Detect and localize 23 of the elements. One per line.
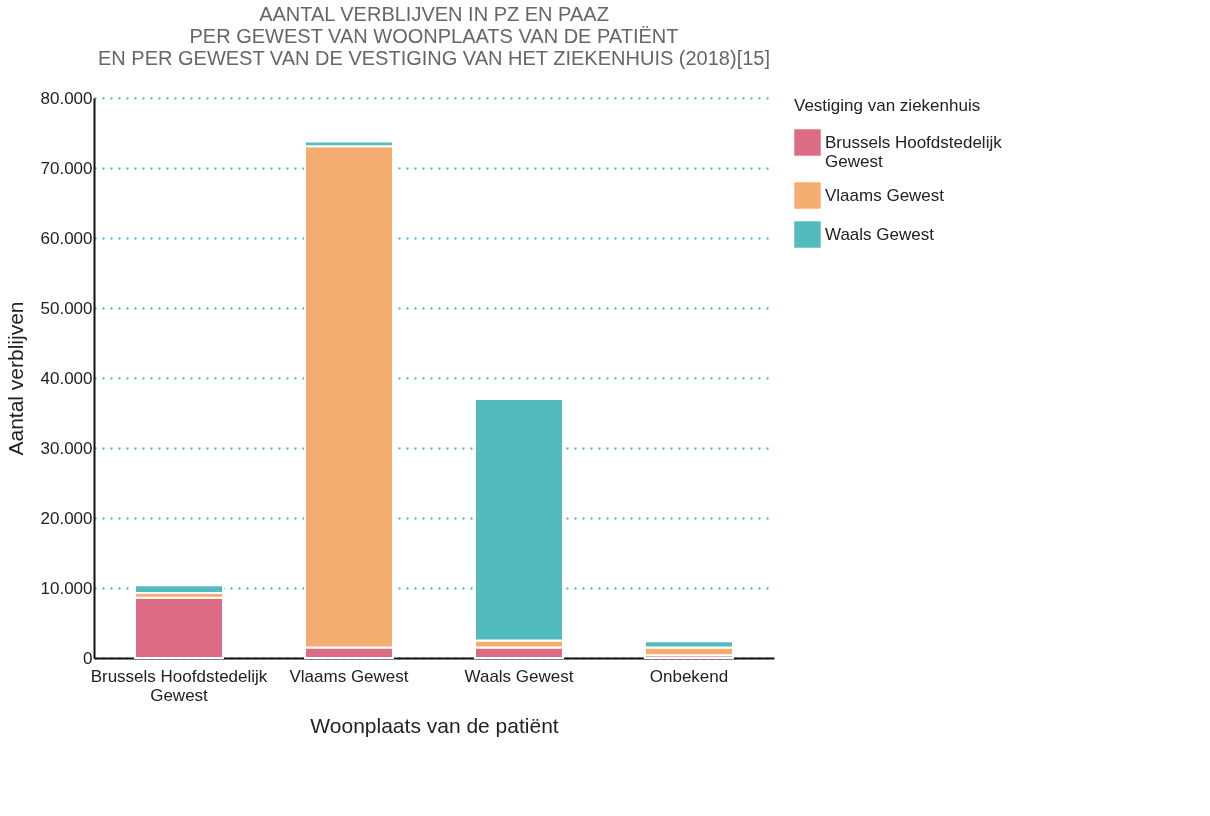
legend-label: Waals Gewest: [825, 224, 935, 244]
x-tick-label: Waals Gewest: [464, 666, 574, 686]
y-axis-title: Aantal verblijven: [3, 301, 27, 456]
legend-label: Brussels Hoofdstedelijk Gewest: [825, 132, 1003, 171]
x-tick-label: Brussels Hoofdstedelijk Gewest: [90, 666, 268, 705]
y-tick-label: 70.000: [40, 158, 93, 178]
y-tick-label: 40.000: [40, 368, 93, 388]
legend-label: Vlaams Gewest: [825, 185, 945, 205]
y-tick-label: 0: [83, 648, 93, 668]
bar: [134, 596, 224, 659]
text: EN PER GEWEST VAN DE VESTIGING VAN HET ZIEKENHUIS (2018)[15]: [97, 47, 771, 69]
text: AANTAL VERBLIJVEN IN PZ EN PAAZ: [259, 3, 609, 25]
x-tick-label: Onbekend: [649, 666, 729, 686]
y-tick-label: 20.000: [40, 508, 93, 528]
y-tick-label: 30.000: [40, 438, 93, 458]
y-tick-label: 50.000: [40, 298, 93, 318]
y-tick-label: 60.000: [40, 228, 93, 248]
x-tick-label: Vlaams Gewest: [289, 666, 409, 686]
text: PER GEWEST VAN WOONPLAATS VAN DE PATIËNT: [189, 25, 679, 47]
legend-title: Vestiging van ziekenhuis: [794, 96, 981, 115]
x-axis-title: Woonplaats van de patiënt: [310, 713, 559, 737]
y-tick-label: 10.000: [40, 578, 93, 598]
y-tick-label: 80.000: [40, 88, 93, 108]
